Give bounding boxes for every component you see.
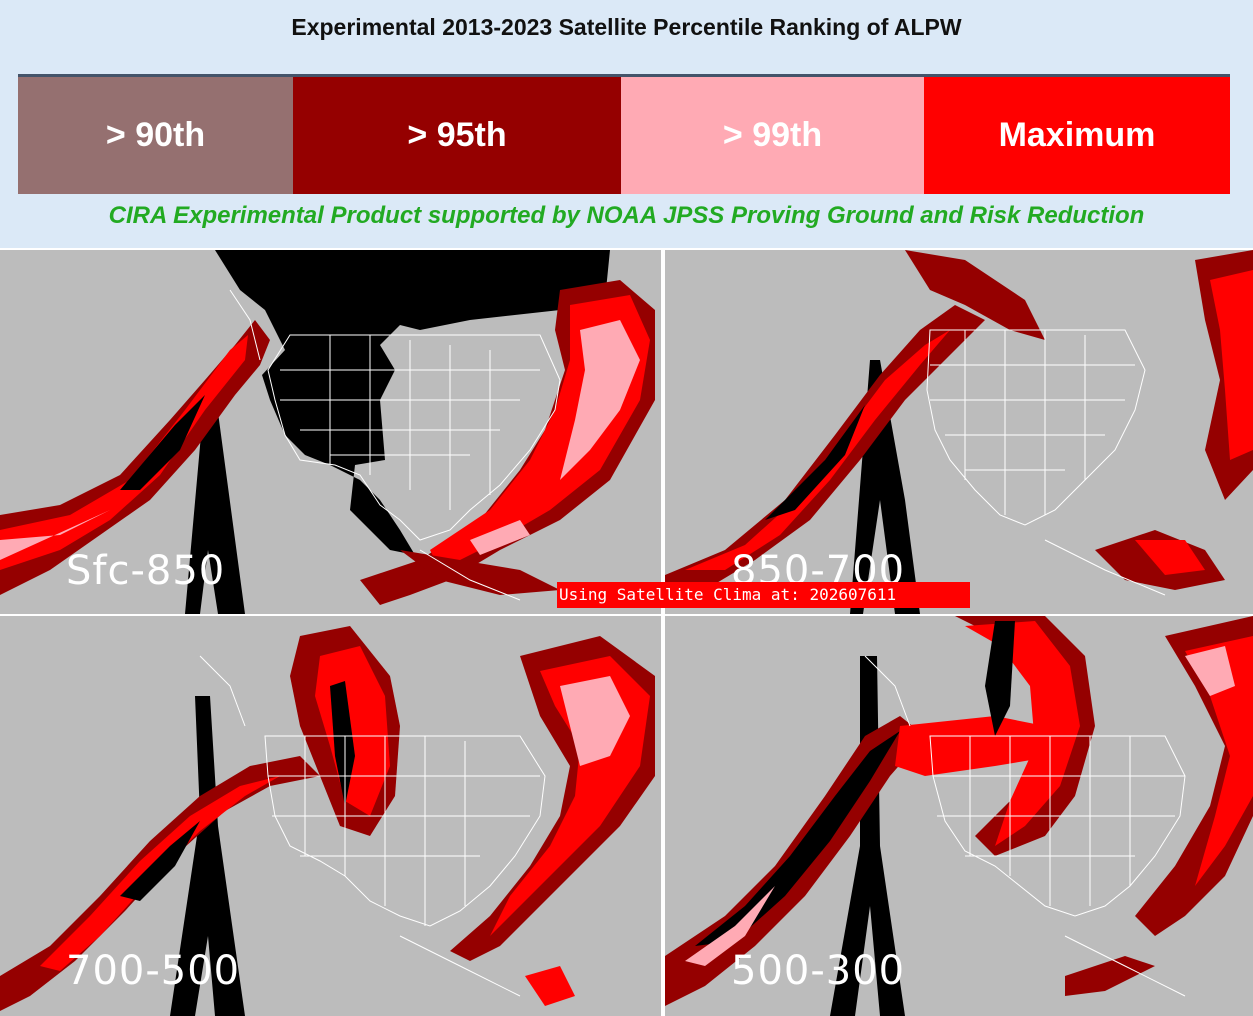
legend-label: > 95th [407, 116, 507, 154]
legend-label: > 90th [105, 116, 206, 154]
page-title: Experimental 2013-2023 Satellite Percent… [291, 14, 962, 40]
map-sfc-850 [0, 250, 655, 614]
map-grid: Sfc-850 850-700 [0, 248, 1253, 1016]
legend-max: Maximum [924, 77, 1230, 194]
map-panel-700-500: 700-500 [0, 616, 661, 1016]
map-850-700 [665, 250, 1253, 614]
panel-label: 700-500 [66, 948, 241, 994]
map-700-500 [0, 626, 655, 1016]
legend-label: Maximum [998, 116, 1156, 154]
map-panel-850-700: 850-700 [665, 250, 1253, 614]
legend-p90: > 90th [18, 77, 293, 194]
color-legend: > 90th > 95th > 99th Maximum [18, 74, 1230, 194]
legend-label: > 99th [722, 116, 823, 154]
legend-p99: > 99th [621, 77, 924, 194]
panel-label: 500-300 [731, 948, 906, 994]
map-panel-500-300: 500-300 [665, 616, 1253, 1016]
header: Experimental 2013-2023 Satellite Percent… [0, 0, 1253, 248]
map-panel-sfc-850: Sfc-850 [0, 250, 661, 614]
credit-line: CIRA Experimental Product supported by N… [108, 202, 1145, 229]
clima-banner: Using Satellite Clima at: 202607611 [557, 582, 970, 608]
legend-p95: > 95th [293, 77, 621, 194]
panel-label: Sfc-850 [66, 548, 226, 594]
map-500-300 [665, 616, 1253, 1016]
